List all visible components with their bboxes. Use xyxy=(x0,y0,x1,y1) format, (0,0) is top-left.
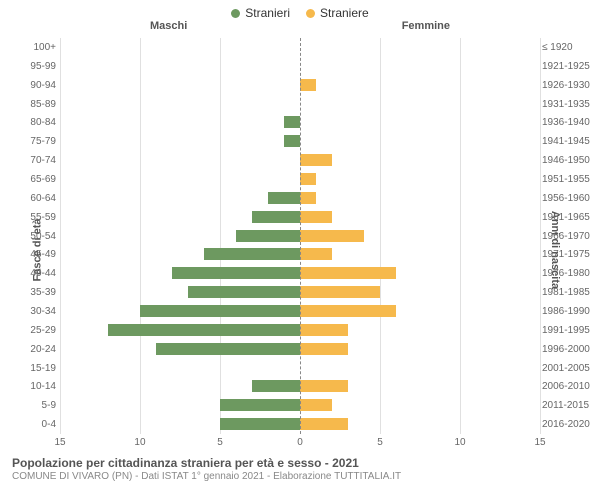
bar-female xyxy=(300,305,396,317)
age-label: 75-79 xyxy=(12,136,56,147)
age-label: 60-64 xyxy=(12,193,56,204)
bar-female xyxy=(300,324,348,336)
bar-male xyxy=(108,324,300,336)
legend-item: Straniere xyxy=(306,6,369,20)
bar-female xyxy=(300,79,316,91)
age-label: 90-94 xyxy=(12,80,56,91)
x-tick-label: 5 xyxy=(217,437,223,448)
chart-subtitle: COMUNE DI VIVARO (PN) - Dati ISTAT 1° ge… xyxy=(12,471,588,482)
age-label: 65-69 xyxy=(12,174,56,185)
birth-year-label: 1926-1930 xyxy=(542,80,596,91)
birth-year-label: 1951-1955 xyxy=(542,174,596,185)
age-label: 55-59 xyxy=(12,212,56,223)
x-axis: 15105051015 xyxy=(60,434,540,452)
bar-male xyxy=(156,343,300,355)
age-label: 80-84 xyxy=(12,117,56,128)
header-male: Maschi xyxy=(150,20,187,32)
bar-male xyxy=(284,135,300,147)
age-label: 15-19 xyxy=(12,363,56,374)
bar-female xyxy=(300,380,348,392)
birth-year-label: 2001-2005 xyxy=(542,363,596,374)
birth-year-label: 2011-2015 xyxy=(542,400,596,411)
x-tick-label: 10 xyxy=(134,437,145,448)
bar-male xyxy=(140,305,300,317)
legend-label: Straniere xyxy=(320,6,369,20)
age-label: 95-99 xyxy=(12,61,56,72)
bar-female xyxy=(300,230,364,242)
age-label: 20-24 xyxy=(12,344,56,355)
chart-footer: Popolazione per cittadinanza straniera p… xyxy=(12,456,588,482)
age-label: 40-44 xyxy=(12,268,56,279)
birth-year-label: 1931-1935 xyxy=(542,99,596,110)
birth-year-label: 1991-1995 xyxy=(542,325,596,336)
bar-male xyxy=(252,211,300,223)
plot-area: 100+≤ 192095-991921-192590-941926-193085… xyxy=(60,38,540,434)
bar-male xyxy=(188,286,300,298)
legend-dot-icon xyxy=(231,9,240,18)
bar-male xyxy=(204,248,300,260)
x-tick-label: 0 xyxy=(297,437,303,448)
age-label: 25-29 xyxy=(12,325,56,336)
age-label: 45-49 xyxy=(12,249,56,260)
population-pyramid-chart: StranieriStraniere Maschi Femmine Fasce … xyxy=(0,0,600,500)
bar-female xyxy=(300,173,316,185)
birth-year-label: 1946-1950 xyxy=(542,155,596,166)
birth-year-label: 1971-1975 xyxy=(542,249,596,260)
bar-female xyxy=(300,192,316,204)
bar-female xyxy=(300,154,332,166)
bar-female xyxy=(300,286,380,298)
bar-female xyxy=(300,211,332,223)
bar-female xyxy=(300,399,332,411)
age-label: 10-14 xyxy=(12,381,56,392)
bar-male xyxy=(172,267,300,279)
bar-female xyxy=(300,343,348,355)
age-label: 30-34 xyxy=(12,306,56,317)
bar-male xyxy=(236,230,300,242)
birth-year-label: 1941-1945 xyxy=(542,136,596,147)
x-tick-label: 15 xyxy=(54,437,65,448)
bar-female xyxy=(300,248,332,260)
bar-male xyxy=(268,192,300,204)
age-label: 85-89 xyxy=(12,99,56,110)
legend-label: Stranieri xyxy=(245,6,290,20)
legend-dot-icon xyxy=(306,9,315,18)
x-tick-label: 10 xyxy=(454,437,465,448)
chart-title: Popolazione per cittadinanza straniera p… xyxy=(12,456,588,470)
birth-year-label: 1966-1970 xyxy=(542,231,596,242)
birth-year-label: 1981-1985 xyxy=(542,287,596,298)
x-tick-label: 15 xyxy=(534,437,545,448)
bar-female xyxy=(300,267,396,279)
birth-year-label: 1921-1925 xyxy=(542,61,596,72)
gender-headers: Maschi Femmine xyxy=(0,20,600,36)
x-tick-label: 5 xyxy=(377,437,383,448)
birth-year-label: 1976-1980 xyxy=(542,268,596,279)
birth-year-label: ≤ 1920 xyxy=(542,42,596,53)
birth-year-label: 2016-2020 xyxy=(542,419,596,430)
bar-female xyxy=(300,418,348,430)
bar-male xyxy=(220,418,300,430)
age-label: 0-4 xyxy=(12,419,56,430)
age-label: 100+ xyxy=(12,42,56,53)
bar-male xyxy=(252,380,300,392)
birth-year-label: 1936-1940 xyxy=(542,117,596,128)
chart-legend: Stranieri Straniere xyxy=(0,0,600,20)
legend-item: Stranieri xyxy=(231,6,290,20)
bar-male xyxy=(284,116,300,128)
birth-year-label: 2006-2010 xyxy=(542,381,596,392)
birth-year-label: 1961-1965 xyxy=(542,212,596,223)
birth-year-label: 1956-1960 xyxy=(542,193,596,204)
bar-male xyxy=(220,399,300,411)
age-label: 70-74 xyxy=(12,155,56,166)
center-axis-line xyxy=(300,38,301,434)
header-female: Femmine xyxy=(402,20,450,32)
age-label: 5-9 xyxy=(12,400,56,411)
gridline xyxy=(540,38,541,434)
birth-year-label: 1996-2000 xyxy=(542,344,596,355)
birth-year-label: 1986-1990 xyxy=(542,306,596,317)
age-label: 50-54 xyxy=(12,231,56,242)
age-label: 35-39 xyxy=(12,287,56,298)
